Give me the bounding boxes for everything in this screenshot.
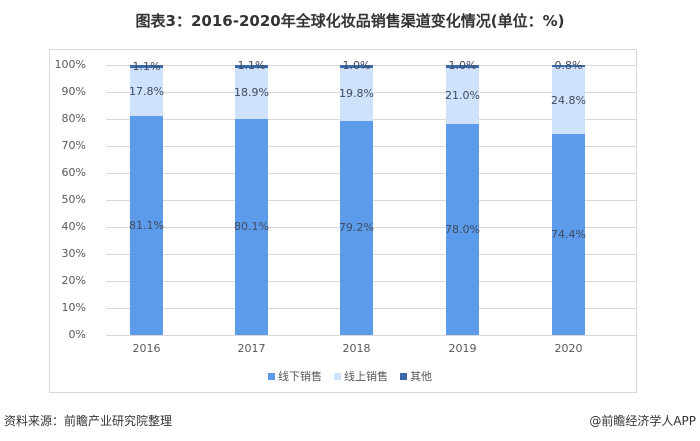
y-tick-label: 100% (54, 58, 86, 71)
y-tick-label: 90% (61, 85, 86, 98)
credit-note: @前瞻经济学人APP (589, 414, 696, 428)
data-label: 17.8% (129, 85, 164, 98)
bar-segment (130, 116, 163, 335)
y-tick-label: 50% (61, 193, 86, 206)
data-label: 1.0% (342, 59, 371, 73)
bar-segment (130, 67, 163, 117)
data-label: 21.0% (445, 89, 480, 103)
bar-segment (552, 134, 585, 335)
bar-segment (340, 121, 373, 335)
data-label: 74.4% (551, 227, 586, 241)
bar-segment (446, 67, 479, 125)
chart-title: 图表3：2016-2020年全球化妆品销售渠道变化情况(单位：%) (135, 12, 565, 30)
data-label: 79.2% (339, 221, 374, 235)
bar-2018: 79.2% 19.8% 1.0% (339, 60, 374, 335)
y-tick-label: 80% (61, 112, 86, 125)
y-tick-label: 10% (61, 301, 86, 314)
legend-item: 线上销售 (334, 368, 388, 384)
y-tick-label: 70% (61, 139, 86, 152)
legend-swatch-icon (400, 373, 407, 380)
bar-segment (552, 65, 585, 68)
bar-2020: 74.4% 24.8% 0.8% (551, 60, 586, 335)
bar-segment (130, 65, 163, 68)
x-tick-label: 2019 (448, 342, 477, 355)
bar-segment (235, 118, 268, 335)
data-label: 1.0% (448, 59, 477, 73)
source-note: 资料来源：前瞻产业研究院整理 (4, 414, 173, 428)
data-label: 80.1% (234, 219, 269, 233)
bar-2016: 81.1% 17.8% 1.1% (129, 60, 164, 335)
bar-segment (235, 67, 268, 119)
legend: 线下销售 线上销售 其他 (0, 368, 700, 384)
bar-segment (235, 64, 268, 68)
chart-frame (49, 49, 637, 393)
y-tick-label: 20% (61, 274, 86, 287)
bar-2019: 78.0% 21.0% 1.0% (445, 60, 480, 335)
x-tick-label: 2018 (342, 342, 371, 355)
bar-2017: 80.1% 18.9% 1.1% (234, 60, 269, 335)
legend-swatch-icon (334, 373, 341, 380)
data-label: 18.9% (234, 86, 269, 100)
legend-label: 线下销售 (278, 370, 322, 383)
y-tick-label: 30% (61, 247, 86, 260)
gridline (106, 335, 636, 336)
data-label: 24.8% (551, 93, 586, 107)
legend-label: 其他 (410, 370, 432, 383)
legend-item: 其他 (400, 368, 432, 384)
y-tick-label: 0% (68, 328, 86, 341)
bar-segment (446, 124, 479, 335)
data-label: 1.1% (132, 59, 161, 73)
plot-area: 81.1% 17.8% 1.1% 80.1% 18.9% 1.1% 79.2% 19.8% 1.… (106, 60, 636, 336)
bar-segment (340, 67, 373, 122)
bar-segment (446, 65, 479, 68)
legend-item: 线下销售 (268, 368, 322, 384)
legend-swatch-icon (268, 373, 275, 380)
y-tick-label: 40% (61, 220, 86, 233)
data-label: 78.0% (445, 222, 480, 236)
x-tick-label: 2017 (237, 342, 266, 355)
x-tick-label: 2016 (132, 342, 161, 355)
data-label: 81.1% (129, 218, 164, 232)
bar-segment (552, 67, 585, 135)
legend-label: 线上销售 (344, 370, 388, 383)
data-label: 0.8% (554, 59, 583, 73)
y-tick-label: 60% (61, 166, 86, 179)
data-label: 19.8% (339, 87, 374, 101)
data-label: 1.1% (237, 59, 266, 73)
bar-segment (340, 65, 373, 68)
x-tick-label: 2020 (554, 342, 583, 355)
